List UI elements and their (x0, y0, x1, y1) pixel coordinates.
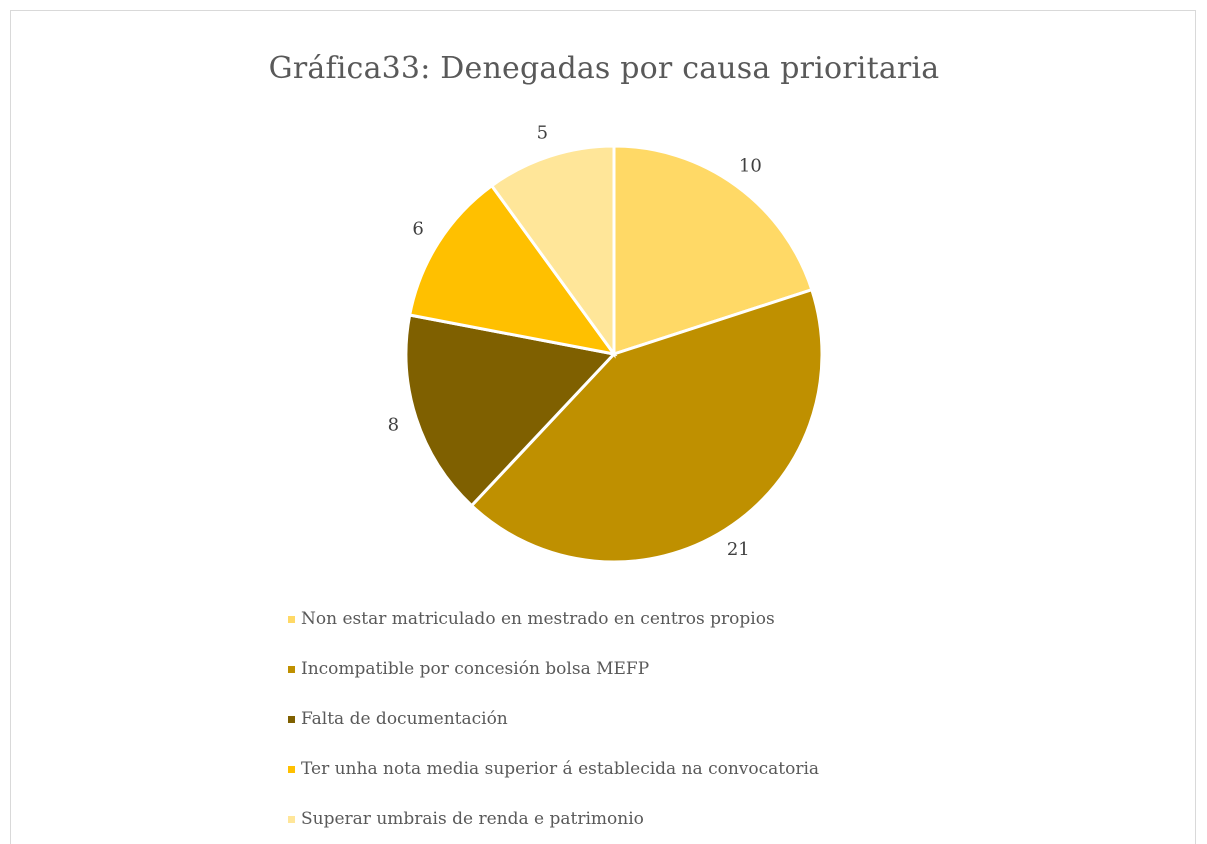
data-label-5: 5 (537, 122, 548, 143)
legend-swatch (288, 765, 295, 773)
pie-slice-4 (407, 183, 618, 357)
legend-label: Non estar matriculado en mestrado en cen… (301, 609, 775, 629)
legend-item-2: Incompatible por concesión bolsa MEFP (288, 644, 819, 694)
data-label-2: 21 (727, 539, 750, 560)
data-label-3: 8 (388, 415, 399, 436)
legend-item-1: Non estar matriculado en mestrado en cen… (288, 594, 819, 644)
legend-swatch (288, 715, 295, 723)
legend-swatch (288, 815, 295, 823)
legend-swatch (288, 615, 295, 623)
legend-label: Superar umbrais de renda e patrimonio (301, 809, 644, 829)
legend-item-3: Falta de documentación (288, 694, 819, 744)
legend-label: Incompatible por concesión bolsa MEFP (301, 659, 650, 679)
data-label-4: 6 (412, 219, 423, 240)
legend-item-5: Superar umbrais de renda e patrimonio (288, 794, 819, 844)
pie-slice-2 (469, 287, 824, 564)
legend-label: Falta de documentación (301, 709, 508, 729)
chart-area: Gráfica33: Denegadas por causa prioritar… (10, 10, 1196, 844)
pie-chart: 10 21 8 6 5 (388, 122, 824, 564)
legend: Non estar matriculado en mestrado en cen… (288, 594, 819, 844)
legend-swatch (288, 665, 295, 673)
pie-slice-1 (612, 144, 814, 357)
data-label-1: 10 (739, 155, 762, 176)
pie-slice-5 (489, 144, 616, 359)
pie-slice-3 (404, 313, 617, 508)
legend-item-4: Ter unha nota media superior á estableci… (288, 744, 819, 794)
chart-title: Gráfica33: Denegadas por causa prioritar… (268, 51, 940, 86)
legend-label: Ter unha nota media superior á estableci… (301, 759, 820, 779)
